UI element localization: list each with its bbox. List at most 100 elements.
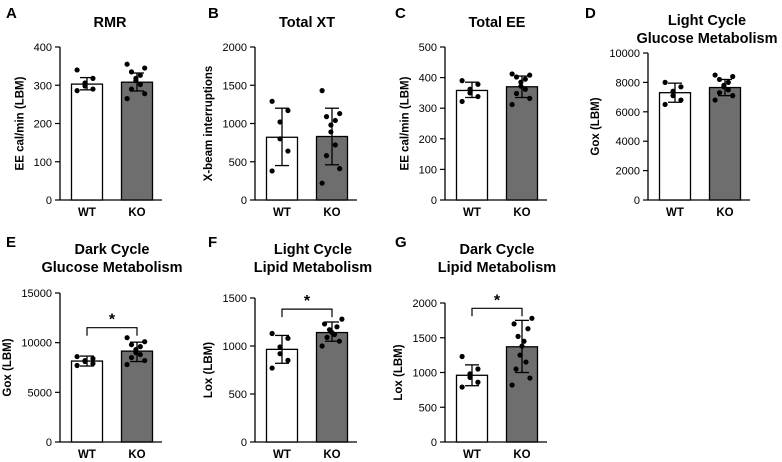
data-point <box>678 97 684 103</box>
panel-g: G Dark Cycle Lipid Metabolism 0 500 1000 1500 2… <box>393 234 556 461</box>
y-tick-label: 500 <box>419 402 437 414</box>
data-point <box>459 98 465 105</box>
data-point <box>467 90 473 96</box>
chart-title: Light Cycle <box>274 242 352 258</box>
data-point <box>716 90 723 96</box>
y-axis-label: EE cal/min (LBM) <box>399 76 411 170</box>
y-tick-label: 10000 <box>21 338 52 350</box>
y-tick-label: 0 <box>431 195 437 207</box>
y-axis-label: Gox (LBM) <box>590 97 602 155</box>
data-point <box>269 98 275 104</box>
y-axis-label: Lox (LBM) <box>393 344 405 400</box>
data-point <box>716 76 723 83</box>
panel-a: A RMR 0 100 200 300 400 EE cal/min (LBM) WT KO <box>6 5 162 219</box>
y-tick-label: 0 <box>241 195 247 207</box>
data-point <box>670 93 676 99</box>
data-point <box>678 84 684 90</box>
x-tick-label: KO <box>323 207 340 219</box>
y-tick-label: 100 <box>34 157 52 169</box>
data-point <box>475 366 481 372</box>
panel-label: F <box>208 234 217 251</box>
bar-ko <box>120 81 154 201</box>
y-tick-label: 500 <box>229 389 247 401</box>
chart-title: Dark Cycle <box>460 242 535 258</box>
panel-e: E Dark Cycle Glucose Metabolism 0 5000 10000 1… <box>2 234 183 461</box>
data-point <box>475 81 481 87</box>
y-tick-label: 400 <box>419 73 437 85</box>
significance-star: * <box>304 293 311 310</box>
data-point <box>475 93 481 100</box>
data-point <box>137 72 143 78</box>
y-tick-label: 2000 <box>223 42 247 54</box>
x-tick-label: KO <box>513 449 530 461</box>
data-point <box>721 82 727 88</box>
y-tick-label: 0 <box>241 437 247 449</box>
data-point <box>518 79 524 85</box>
y-axis-label: Lox (LBM) <box>203 342 215 398</box>
data-point <box>725 87 731 93</box>
data-point <box>137 344 143 350</box>
data-point <box>336 338 343 344</box>
data-point <box>730 73 736 80</box>
data-point <box>517 352 523 358</box>
chart-title: Lipid Metabolism <box>438 260 556 276</box>
x-tick-label: WT <box>273 207 291 219</box>
data-point <box>523 359 529 365</box>
data-point <box>128 342 135 348</box>
chart-title: RMR <box>93 15 127 31</box>
x-tick-label: WT <box>463 449 481 461</box>
bar-wt <box>70 83 104 201</box>
y-tick-label: 500 <box>419 42 437 54</box>
y-tick-label: 300 <box>419 103 437 115</box>
panel-label: B <box>208 5 219 22</box>
data-point <box>124 335 130 341</box>
data-point <box>90 360 96 367</box>
chart-title: Total XT <box>279 15 335 31</box>
data-point <box>285 357 291 363</box>
x-tick-label: KO <box>513 207 530 219</box>
x-tick-label: WT <box>273 449 291 461</box>
data-point <box>133 75 139 81</box>
y-tick-label: 1000 <box>223 119 247 131</box>
y-tick-label: 1500 <box>223 293 247 305</box>
data-point <box>459 353 465 360</box>
data-point <box>475 379 481 385</box>
x-tick-label: WT <box>463 207 481 219</box>
data-point <box>128 69 135 75</box>
data-point <box>337 110 343 117</box>
data-point <box>277 136 283 142</box>
data-point <box>730 93 736 99</box>
data-point <box>82 80 88 86</box>
data-point <box>323 153 330 159</box>
x-tick-label: KO <box>128 207 145 219</box>
data-point <box>509 101 515 108</box>
data-point <box>324 334 330 340</box>
data-point <box>513 90 520 97</box>
data-point <box>511 321 517 327</box>
data-point <box>513 366 519 372</box>
y-axis-label: X-beam interruptions <box>203 66 215 182</box>
chart-title: Total EE <box>469 15 526 31</box>
data-point <box>137 81 143 88</box>
data-point <box>124 61 130 67</box>
data-point <box>725 79 731 85</box>
y-tick-label: 200 <box>34 119 52 131</box>
data-point <box>269 365 275 371</box>
data-point <box>285 107 291 114</box>
data-point <box>527 95 533 102</box>
y-tick-label: 300 <box>34 80 52 92</box>
y-tick-label: 0 <box>46 437 52 449</box>
data-point <box>142 339 148 345</box>
y-tick-label: 0 <box>46 195 52 207</box>
data-point <box>467 371 473 377</box>
panel-d: D Light Cycle Glucose Metabolism 0 2000 4000 6… <box>585 5 778 219</box>
data-point <box>142 65 148 71</box>
data-point <box>337 166 343 172</box>
data-point <box>269 168 275 174</box>
data-point <box>74 362 80 369</box>
y-tick-label: 6000 <box>616 107 640 119</box>
y-axis-label: EE cal/min (LBM) <box>14 76 26 170</box>
chart-title: Light Cycle <box>668 13 746 29</box>
bar-ko <box>505 86 539 201</box>
